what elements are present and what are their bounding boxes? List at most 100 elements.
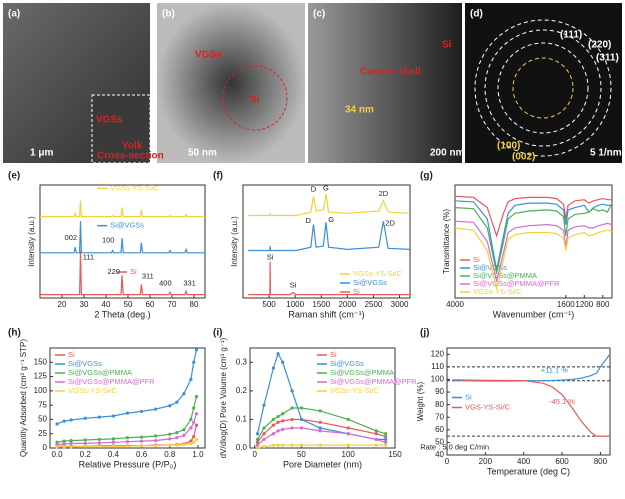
y-axis-label: Quantity Adsorbed (cm³ g⁻¹ STP) [19,339,28,457]
x-tick-label: 0 [252,450,257,459]
point [189,417,193,422]
point [384,432,388,436]
point [175,430,179,435]
point [139,409,144,414]
point [154,444,158,448]
series-line [454,202,613,274]
point [299,426,304,430]
series-line [248,221,411,252]
x-tick-label: 1600 [557,300,575,309]
y-axis-label: Weight (%) [416,381,425,421]
point [83,416,87,420]
point [154,434,158,438]
point [83,441,87,446]
point [384,443,388,447]
annotation: D [306,216,312,225]
point [276,420,280,424]
image-annotation: 50 nm [188,148,217,159]
x-tick-label: 30 [80,300,89,309]
point [125,436,130,440]
point [276,414,280,419]
point [154,407,158,411]
x-tick-label: 2500 [365,300,383,309]
point [318,420,322,424]
x-tick-label: 0.0 [51,450,63,459]
point [255,432,260,436]
point [281,412,285,416]
y-tick-label: 100 [34,386,48,395]
x-tick-label: 50 [124,300,133,309]
image-annotation: (111) [560,30,582,41]
x-tick-label: 400 [517,457,531,466]
panel-label: (c) [313,9,325,20]
point [255,443,260,447]
legend-label: Si [353,287,360,296]
image-annotation: (220) [588,40,611,51]
point [189,441,193,446]
point [276,352,280,356]
si-circle [222,65,288,131]
point [290,426,294,430]
point [276,429,280,433]
annotation: -45.1 % [549,397,575,406]
y-tick-label: 50 [435,438,444,447]
annotation: Si [290,281,297,290]
point [97,441,101,445]
legend-label: Si [473,255,480,264]
point [125,444,130,448]
x-tick-label: 40 [102,300,111,309]
point [189,377,193,382]
point [55,445,59,449]
x-axis-label: Wavenumber (cm⁻¹) [493,309,574,319]
ring [474,19,612,157]
panel-label: (j) [420,328,429,339]
x-tick-label: 1500 [312,300,330,309]
point [189,426,193,430]
x-tick-label: 200 [479,457,493,466]
point [97,437,101,442]
legend-label: Si [130,267,137,276]
y-tick-label: 80 [435,400,444,409]
point [139,435,144,439]
series-line [452,379,610,437]
legend-label: VGSs-YS-Si/C [473,287,522,296]
series-line [248,193,411,217]
point [374,429,378,433]
point [374,437,378,442]
point [255,437,260,442]
y-axis-label: Intensity (a.u.) [230,216,239,267]
y-tick-label: 75 [38,400,47,409]
image-annotation: 200 nm [430,148,465,159]
x-tick-label: 1000 [286,300,304,309]
point [69,445,73,449]
point [276,443,280,447]
y-tick-label: 100 [431,375,445,384]
x-tick-label: 50 [297,450,306,459]
legend-label: VGSs-YS-Si/C [353,269,402,278]
x-tick-label: 2000 [338,300,356,309]
panel-label: (a) [8,9,20,20]
y-tick-label: 50 [38,415,47,424]
image-annotation: VGSs [96,115,123,126]
y-axis-label: Transmittance (%) [442,209,451,274]
point [299,443,304,447]
y-tick-label: 70 [435,412,444,421]
point [271,417,275,422]
plot-frame [39,184,206,299]
panel-label: (i) [213,328,222,339]
point [194,394,199,399]
point [271,432,275,436]
point [384,437,388,442]
point [290,406,294,410]
plot-frame [49,347,206,449]
point [262,444,266,449]
x-axis-label: Temperature (deg C) [487,466,570,476]
point [111,437,116,441]
image-annotation: Cross-section [97,151,164,162]
point [262,437,266,442]
x-tick-label: 500 [262,300,276,309]
tem-image [157,3,305,163]
image-annotation: Si [250,95,260,106]
legend-label: VGSs-YS-Si/C [110,183,159,192]
